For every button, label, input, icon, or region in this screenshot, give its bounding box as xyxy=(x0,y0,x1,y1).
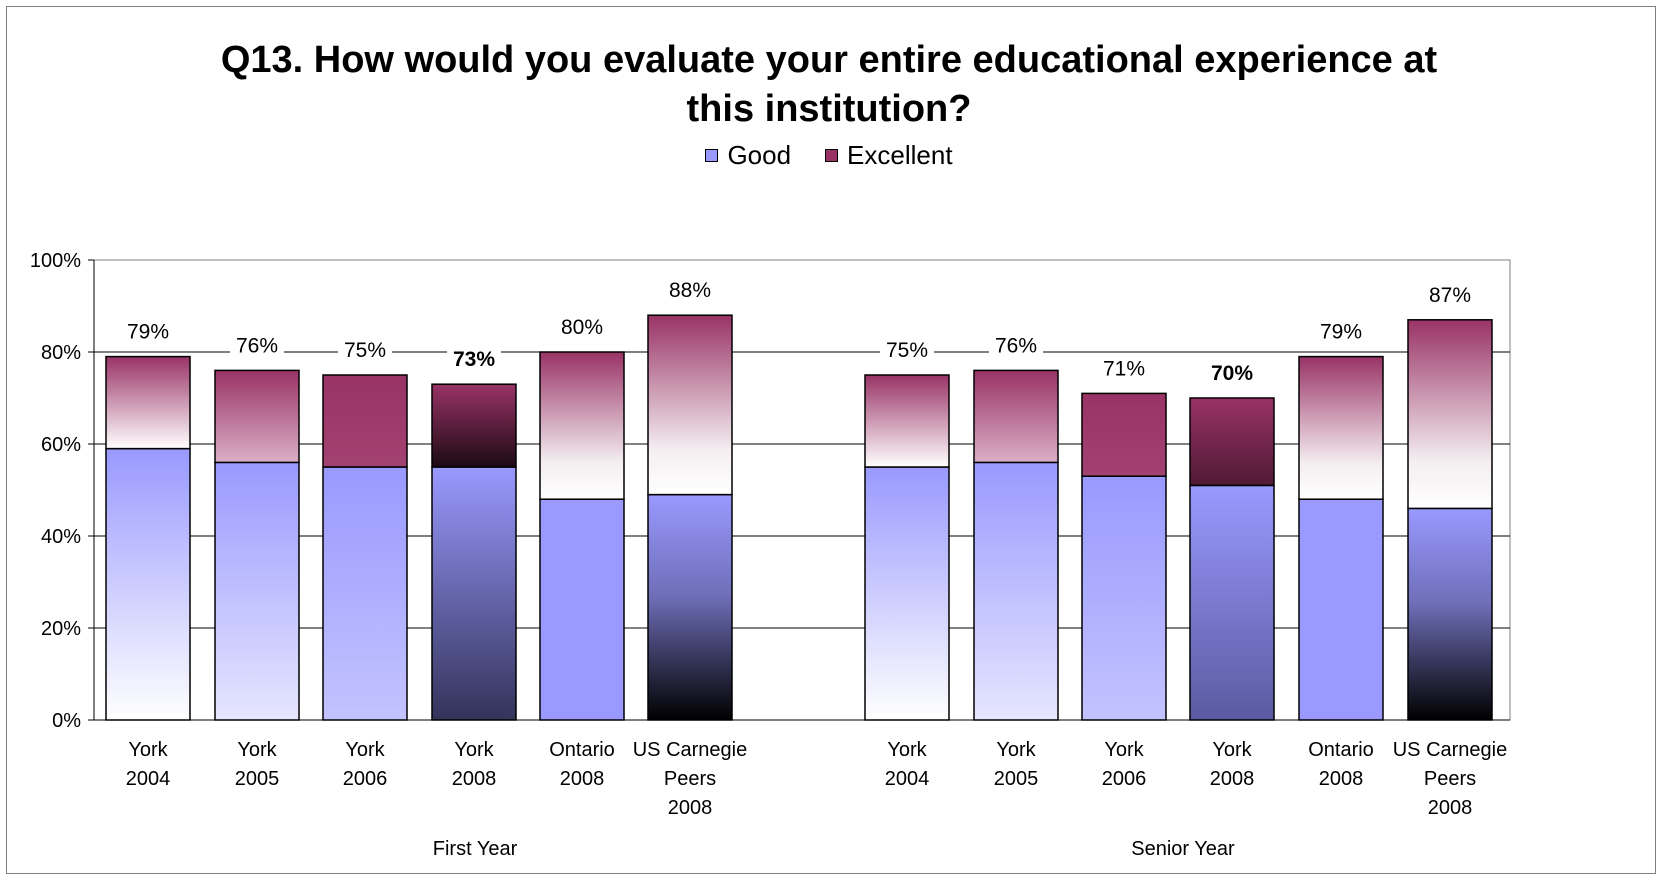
x-tick-label: US Carnegie xyxy=(1393,739,1508,761)
data-label-total: 79% xyxy=(127,321,169,344)
group-label: First Year xyxy=(433,838,518,860)
data-label-background xyxy=(447,345,501,372)
plot-area xyxy=(93,259,1511,721)
x-tick-label: York xyxy=(1212,739,1252,761)
x-tick-label: York xyxy=(237,739,277,761)
bar-segment-excellent xyxy=(1298,355,1384,500)
data-label-background xyxy=(121,317,175,344)
group-label: Senior Year xyxy=(1131,838,1235,860)
bar-segment-excellent xyxy=(214,369,300,464)
bar-segment-excellent xyxy=(1081,392,1167,477)
data-label-total: 76% xyxy=(236,334,278,357)
bar-segment-good xyxy=(431,466,517,721)
legend-item-excellent: Excellent xyxy=(825,140,953,171)
x-tick-label: 2004 xyxy=(885,768,930,790)
data-label-background xyxy=(230,331,284,358)
data-label-total: 76% xyxy=(995,334,1037,357)
x-tick-label: 2008 xyxy=(560,768,605,790)
x-tick-label: Peers xyxy=(1424,768,1476,790)
bar-segment-excellent xyxy=(431,383,517,468)
x-tick-label: York xyxy=(996,739,1036,761)
legend-item-good: Good xyxy=(705,140,791,171)
x-tick-label: 2006 xyxy=(1102,768,1147,790)
bar-segment-good xyxy=(1189,484,1275,721)
y-tick-label: 20% xyxy=(41,618,81,640)
legend-swatch-excellent xyxy=(825,149,839,162)
x-tick-label: 2005 xyxy=(235,768,280,790)
bar-segment-excellent xyxy=(1189,397,1275,487)
bar-segment-good xyxy=(539,498,625,721)
x-tick-label: York xyxy=(128,739,168,761)
bar-segment-excellent xyxy=(1407,319,1493,510)
data-label-total: 79% xyxy=(1320,321,1362,344)
x-tick-label: 2008 xyxy=(1319,768,1364,790)
bar-segment-good xyxy=(1298,498,1384,721)
bar-segment-excellent xyxy=(105,355,191,450)
data-label-total: 88% xyxy=(669,279,711,302)
x-tick-label: 2008 xyxy=(668,797,713,819)
x-tick-label: Peers xyxy=(664,768,716,790)
x-tick-label: York xyxy=(454,739,494,761)
x-tick-label: York xyxy=(1104,739,1144,761)
data-label-background xyxy=(1097,354,1151,381)
data-label-background xyxy=(989,331,1043,358)
x-tick-label: 2008 xyxy=(1428,797,1473,819)
legend-label-excellent: Excellent xyxy=(847,140,953,170)
data-label-background xyxy=(1423,280,1477,307)
data-label-total: 75% xyxy=(886,339,928,362)
x-tick-label: 2008 xyxy=(452,768,497,790)
chart-legend: Good Excellent xyxy=(0,140,1658,171)
data-label-background xyxy=(555,313,609,339)
x-tick-label: York xyxy=(887,739,927,761)
y-tick-label: 80% xyxy=(41,342,81,364)
x-tick-label: US Carnegie xyxy=(633,739,748,761)
x-tick-label: Ontario xyxy=(1308,739,1374,761)
x-tick-label: 2008 xyxy=(1210,768,1255,790)
y-tick-label: 100% xyxy=(30,250,81,272)
data-label-background xyxy=(880,336,934,362)
bar-segment-good xyxy=(105,447,191,721)
legend-swatch-good xyxy=(705,149,719,162)
legend-label-good: Good xyxy=(727,140,792,170)
chart-title-line-1: Q13. How would you evaluate your entire … xyxy=(220,39,1438,81)
bar-segment-good xyxy=(214,461,300,721)
x-tick-label: Ontario xyxy=(549,739,615,761)
y-tick-label: 60% xyxy=(41,434,81,456)
y-tick-label: 40% xyxy=(41,526,81,548)
bar-segment-excellent xyxy=(322,374,408,468)
bar-segment-good xyxy=(1407,507,1493,721)
x-tick-label: 2006 xyxy=(343,768,388,790)
data-label-total: 87% xyxy=(1429,284,1471,307)
bar-segment-good xyxy=(647,493,733,721)
bar-segment-good xyxy=(1081,475,1167,721)
data-label-background xyxy=(338,336,392,362)
chart-title: Q13. How would you evaluate your entire … xyxy=(0,36,1658,134)
data-label-background xyxy=(1205,359,1259,385)
data-label-total: 75% xyxy=(344,339,386,362)
x-tick-label: 2005 xyxy=(994,768,1039,790)
data-label-total: 80% xyxy=(561,316,603,339)
bar-segment-excellent xyxy=(647,314,733,496)
data-label-total: 73% xyxy=(453,348,495,371)
x-tick-label: 2004 xyxy=(126,768,171,790)
bar-segment-good xyxy=(864,466,950,721)
x-tick-label: York xyxy=(345,739,385,761)
bar-segment-excellent xyxy=(539,351,625,500)
chart-title-line-2: this institution? xyxy=(686,88,972,130)
bar-segment-excellent xyxy=(864,374,950,468)
y-tick-label: 0% xyxy=(52,710,81,732)
bar-segment-excellent xyxy=(973,369,1059,464)
data-label-total: 71% xyxy=(1103,357,1145,380)
data-label-background xyxy=(663,276,717,303)
data-label-background xyxy=(1314,317,1368,344)
bar-segment-good xyxy=(973,461,1059,721)
data-label-total: 70% xyxy=(1211,362,1253,385)
bar-segment-good xyxy=(322,466,408,721)
